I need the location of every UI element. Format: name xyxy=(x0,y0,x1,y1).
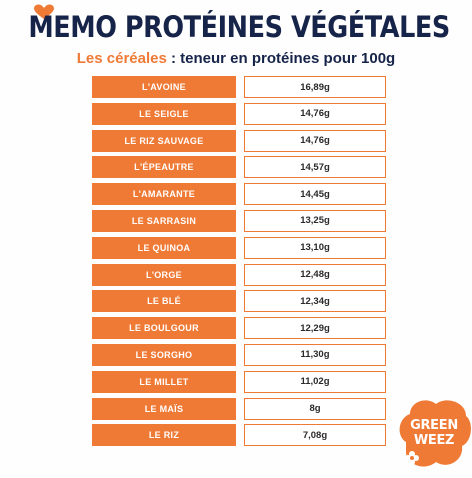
subtitle-text: : teneur en protéines pour 100g xyxy=(166,50,396,67)
table-row: L'orge 12,48g xyxy=(92,263,388,286)
protein-value: 13,10g xyxy=(244,236,386,259)
table-row: Le blé 12,34g xyxy=(92,290,388,313)
cereal-name: Le millet xyxy=(92,370,236,393)
protein-value: 14,45g xyxy=(244,183,386,206)
cereal-name: Le blé xyxy=(92,290,236,313)
cereal-name: Le quinoa xyxy=(92,236,236,259)
flower-icon xyxy=(405,451,419,465)
cereal-name: Le riz sauvage xyxy=(92,129,236,152)
protein-table: L'avoine 16,89g Le seigle 14,76g Le riz sauv… xyxy=(92,76,388,451)
protein-value: 14,57g xyxy=(244,156,386,179)
cereal-name: Le riz xyxy=(92,424,236,447)
table-row: Le sarrasin 13,25g xyxy=(92,209,388,232)
protein-value: 12,48g xyxy=(244,263,386,286)
table-row: L'avoine 16,89g xyxy=(92,76,388,98)
cereal-name: L'amarante xyxy=(92,183,236,206)
heart-icon xyxy=(34,4,54,19)
protein-value: 13,25g xyxy=(244,209,386,232)
protein-value: 11,02g xyxy=(244,370,386,393)
protein-value: 12,34g xyxy=(244,290,386,313)
cereal-name: Le seigle xyxy=(92,102,236,125)
cereal-name: Le maïs xyxy=(92,397,236,420)
page-subtitle: Les céréales : teneur en protéines pour … xyxy=(0,50,472,67)
cereal-name: L'avoine xyxy=(92,76,236,98)
table-row: Le sorgho 11,30g xyxy=(92,343,388,366)
greenweez-logo: GREEN WEEZ xyxy=(396,392,472,478)
cereal-name: Le sarrasin xyxy=(92,209,236,232)
protein-value: 7,08g xyxy=(244,424,386,447)
protein-value: 12,29g xyxy=(244,317,386,340)
protein-value: 14,76g xyxy=(244,102,386,125)
table-row: Le riz 7,08g xyxy=(92,424,388,447)
protein-value: 14,76g xyxy=(244,129,386,152)
logo-badge xyxy=(399,400,471,467)
cereal-name: Le sorgho xyxy=(92,343,236,366)
table-row: Le seigle 14,76g xyxy=(92,102,388,125)
subtitle-accent: Les céréales xyxy=(76,50,167,67)
protein-value: 16,89g xyxy=(244,76,386,98)
table-row: Le quinoa 13,10g xyxy=(92,236,388,259)
logo-text-line1: GREEN xyxy=(410,418,458,433)
protein-value: 8g xyxy=(244,397,386,420)
table-row: Le millet 11,02g xyxy=(92,370,388,393)
table-row: Le boulgour 12,29g xyxy=(92,317,388,340)
table-row: L'épeautre 14,57g xyxy=(92,156,388,179)
logo-text-line2: WEEZ xyxy=(413,433,455,448)
cereal-name: L'orge xyxy=(92,263,236,286)
table-row: Le maïs 8g xyxy=(92,397,388,420)
page-title: MEMO PROTÉINES VÉGÉTALES xyxy=(28,10,450,44)
cereal-name: Le boulgour xyxy=(92,317,236,340)
cereal-name: L'épeautre xyxy=(92,156,236,179)
protein-value: 11,30g xyxy=(244,343,386,366)
table-row: L'amarante 14,45g xyxy=(92,183,388,206)
table-row: Le riz sauvage 14,76g xyxy=(92,129,388,152)
